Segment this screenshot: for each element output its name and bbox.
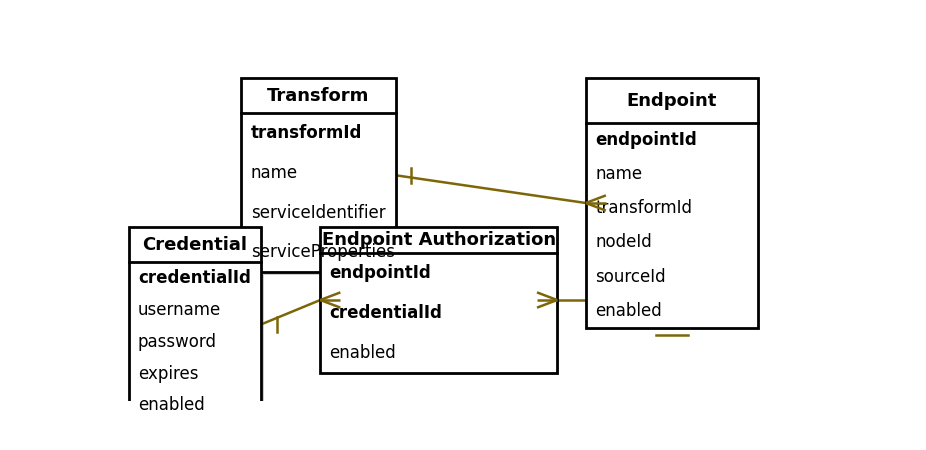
Text: name: name [595, 165, 643, 183]
Text: username: username [138, 301, 221, 319]
Text: serviceProperties: serviceProperties [251, 243, 394, 261]
Text: Credential: Credential [143, 236, 247, 254]
Text: name: name [251, 164, 298, 182]
Bar [244, 81, 398, 274]
Text: password: password [138, 333, 217, 351]
Text: endpointId: endpointId [330, 264, 432, 282]
Text: enabled: enabled [595, 302, 662, 319]
Bar [131, 230, 264, 424]
Text: transformId: transformId [595, 199, 692, 217]
Bar [242, 78, 395, 272]
Text: endpointId: endpointId [595, 131, 697, 149]
Text: expires: expires [138, 364, 198, 382]
Text: Endpoint: Endpoint [627, 92, 717, 110]
Bar [322, 230, 559, 375]
Text: enabled: enabled [138, 396, 205, 414]
Bar [320, 227, 557, 373]
Text: serviceIdentifier: serviceIdentifier [251, 204, 385, 222]
Text: credentialId: credentialId [138, 269, 251, 287]
Text: sourceId: sourceId [595, 268, 666, 286]
Bar [586, 78, 758, 328]
Text: Endpoint Authorization: Endpoint Authorization [321, 231, 556, 249]
Text: enabled: enabled [330, 344, 396, 362]
Text: transformId: transformId [251, 124, 362, 142]
Text: credentialId: credentialId [330, 304, 443, 322]
Text: Transform: Transform [268, 87, 369, 105]
Text: nodeId: nodeId [595, 234, 652, 252]
Bar [588, 81, 760, 330]
Bar [129, 227, 261, 421]
